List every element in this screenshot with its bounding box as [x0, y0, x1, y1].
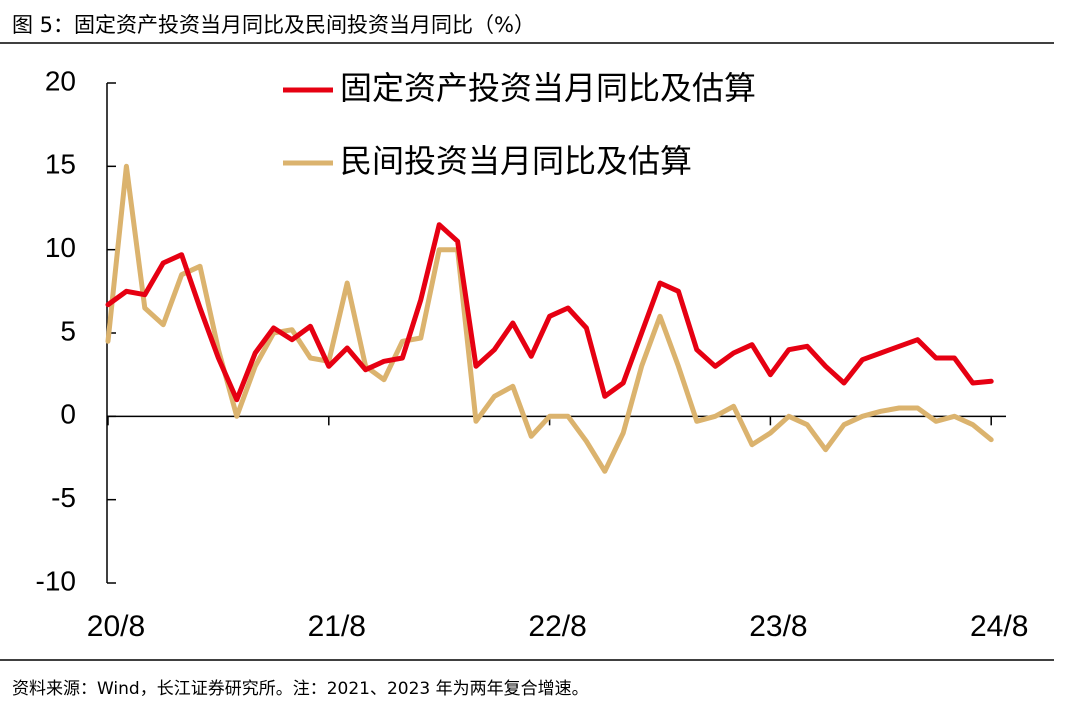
y-tick-label: -10 — [36, 565, 76, 596]
series-line — [105, 163, 994, 474]
legend-label: 固定资产投资当月同比及估算 — [340, 69, 756, 107]
y-tick-label: 5 — [60, 315, 76, 346]
x-tick-label: 22/8 — [528, 610, 586, 643]
legend-label: 民间投资当月同比及估算 — [340, 142, 692, 180]
x-tick-label: 24/8 — [970, 610, 1028, 643]
y-tick-label: 20 — [45, 65, 76, 96]
y-tick-label: 10 — [45, 232, 76, 263]
x-tick-label: 23/8 — [749, 610, 807, 643]
y-tick-label: -5 — [51, 482, 76, 513]
series-line — [105, 222, 994, 403]
source-note: 资料来源：Wind，长江证券研究所。注：2021、2023 年为两年复合增速。 — [12, 679, 589, 699]
x-tick-label: 21/8 — [308, 610, 366, 643]
y-tick-label: 0 — [60, 399, 76, 430]
chart-title: 图 5：固定资产投资当月同比及民间投资当月同比（%） — [12, 13, 535, 37]
y-tick-label: 15 — [45, 149, 76, 180]
x-tick-label: 20/8 — [87, 610, 145, 643]
